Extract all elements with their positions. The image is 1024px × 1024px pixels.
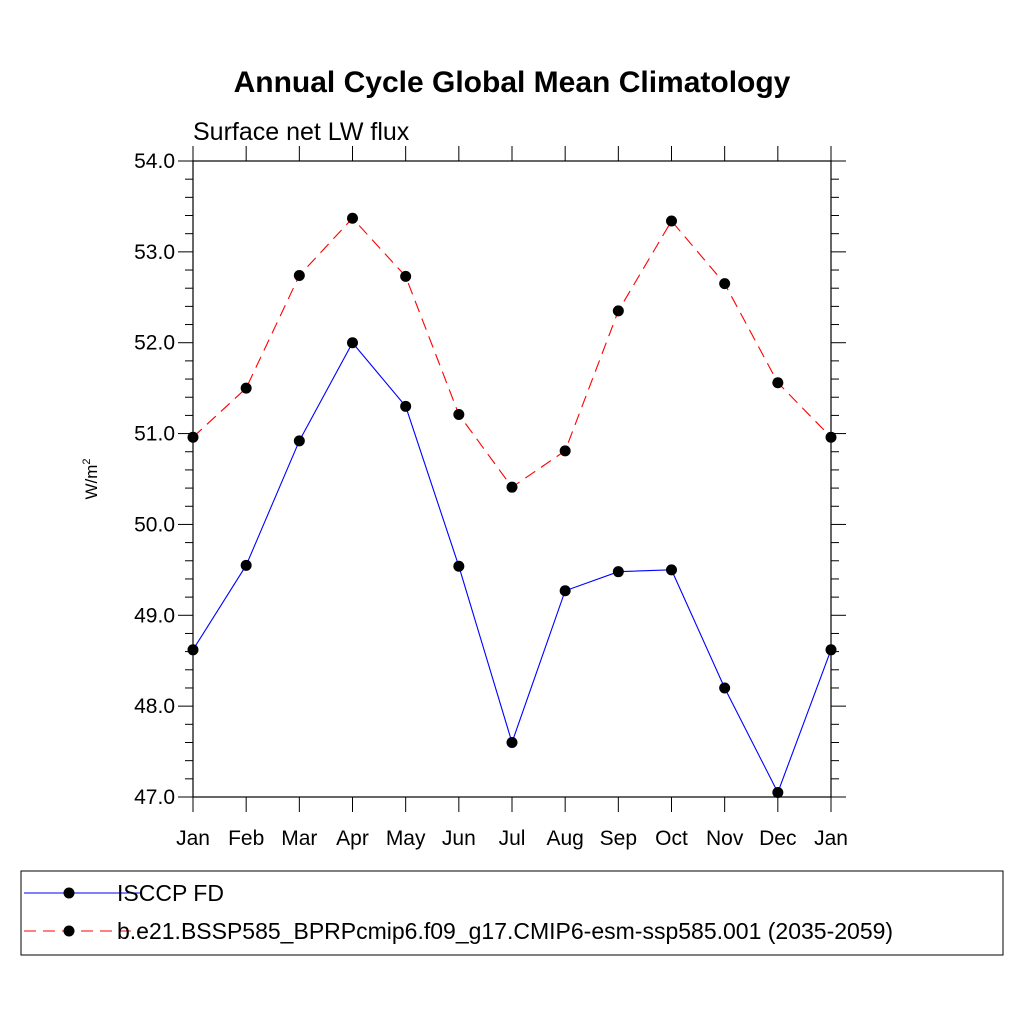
y-axis-label-base: W/m xyxy=(82,465,101,500)
data-point-series-1 xyxy=(719,682,731,694)
data-point-series-2 xyxy=(453,408,465,420)
data-point-series-2 xyxy=(559,445,571,457)
series-line-1 xyxy=(192,341,832,794)
data-point-series-1 xyxy=(347,337,358,349)
legend-label-2: b.e21.BSSP585_BPRPcmip6.f09_g17.CMIP6-es… xyxy=(117,918,893,944)
data-point-series-2 xyxy=(825,431,837,443)
x-tick-label: Jan xyxy=(176,827,210,850)
data-point-series-1 xyxy=(666,564,677,576)
x-tick-label: Apr xyxy=(336,827,369,850)
y-tick-label: 47.0 xyxy=(134,786,175,809)
data-point-series-1 xyxy=(400,400,412,412)
data-point-series-2 xyxy=(506,481,518,493)
legend-box xyxy=(20,870,1004,956)
chart-title: Annual Cycle Global Mean Climatology xyxy=(234,66,791,99)
data-point-series-1 xyxy=(559,585,571,597)
tick-labels: 47.0 48.0 49.0 50.0 51.0 52.0 53.0 54.0 Jan Feb Ma… xyxy=(134,150,848,850)
data-point-series-2 xyxy=(612,305,624,317)
x-tick-label: Nov xyxy=(706,827,744,850)
x-tick-label: Feb xyxy=(228,827,264,850)
axis-ticks xyxy=(178,146,846,812)
y-tick-label: 54.0 xyxy=(134,150,175,173)
data-point-series-1 xyxy=(187,644,199,656)
legend-marker-1 xyxy=(63,887,75,899)
x-tick-label: Jan xyxy=(814,827,848,850)
x-tick-label: Oct xyxy=(655,827,688,850)
plot-frame xyxy=(192,160,832,798)
data-point-series-2 xyxy=(666,215,677,227)
data-point-series-2 xyxy=(293,269,305,281)
data-point-series-2 xyxy=(187,431,199,443)
y-tick-label: 53.0 xyxy=(134,241,175,264)
y-axis-label-superscript: 2 xyxy=(81,458,93,464)
x-tick-label: May xyxy=(386,827,426,850)
data-point-series-1 xyxy=(240,559,252,571)
data-point-series-2 xyxy=(240,382,252,394)
x-tick-label: Dec xyxy=(759,827,796,850)
y-tick-label: 52.0 xyxy=(134,332,175,355)
x-tick-label: Aug xyxy=(546,827,583,850)
data-point-series-2 xyxy=(400,270,412,282)
data-point-series-2 xyxy=(772,377,784,389)
x-tick-label: Jun xyxy=(442,827,476,850)
data-point-series-1 xyxy=(825,644,837,656)
y-tick-label: 48.0 xyxy=(134,695,175,718)
legend-label-1: ISCCP FD xyxy=(117,880,224,906)
y-tick-label: 50.0 xyxy=(134,513,175,536)
y-tick-label: 51.0 xyxy=(134,423,175,446)
data-point-series-2 xyxy=(719,278,731,290)
chart-subtitle: Surface net LW flux xyxy=(193,118,410,146)
data-point-series-1 xyxy=(772,786,784,798)
y-axis-label: W/m2 xyxy=(81,458,101,499)
x-tick-label: Jul xyxy=(499,827,526,850)
x-tick-label: Sep xyxy=(600,827,637,850)
data-point-series-1 xyxy=(453,560,465,572)
data-point-series-1 xyxy=(506,736,518,748)
data-point-series-1 xyxy=(293,435,305,447)
x-tick-label: Mar xyxy=(281,827,317,850)
legend-marker-2 xyxy=(63,925,75,937)
series-line-2 xyxy=(192,217,832,488)
legend: ISCCP FD b.e21.BSSP585_BPRPcmip6.f09_g17.… xyxy=(24,880,893,944)
data-point-series-2 xyxy=(347,212,358,224)
y-tick-label: 49.0 xyxy=(134,604,175,627)
data-point-series-1 xyxy=(612,566,624,578)
series-layer xyxy=(187,212,837,798)
